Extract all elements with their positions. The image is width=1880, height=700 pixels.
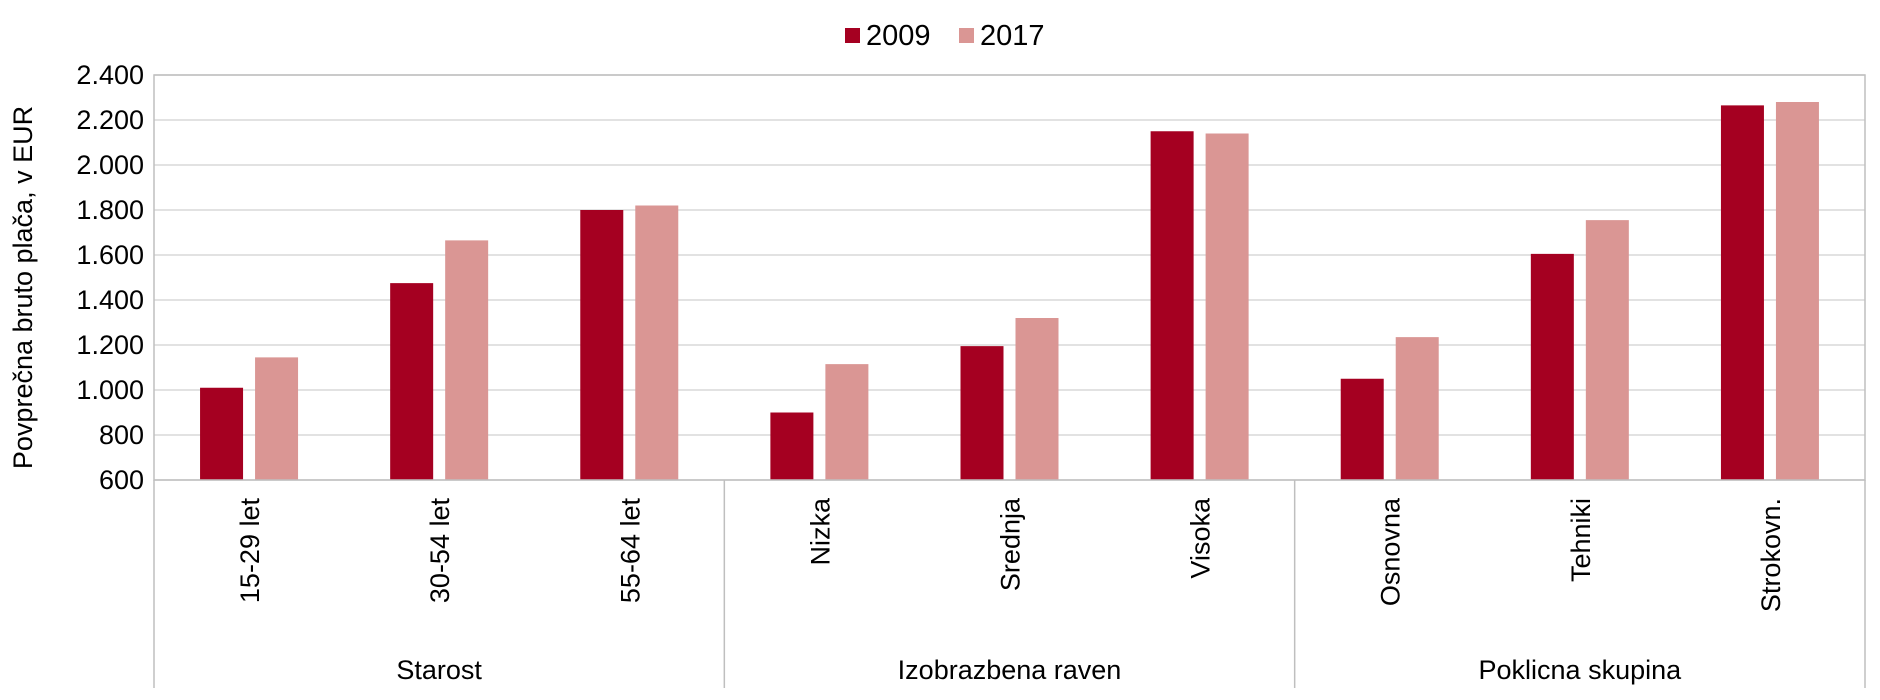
group-label: Starost bbox=[396, 655, 482, 685]
x-tick-label: Strokovn. bbox=[1756, 498, 1786, 612]
bar-2009-8 bbox=[1530, 253, 1574, 480]
bar-2017-9 bbox=[1775, 102, 1819, 480]
bars bbox=[200, 102, 1819, 480]
y-tick-labels: 600 800 1.000 1.200 1.400 1.600 1.800 2.000 2.20… bbox=[76, 60, 144, 495]
y-tick-label: 2.000 bbox=[76, 150, 144, 180]
bar-2009-4 bbox=[770, 412, 814, 480]
bar-2009-3 bbox=[580, 210, 624, 480]
x-tick-label: 55-64 let bbox=[615, 498, 645, 604]
x-tick-label: 15-29 let bbox=[235, 498, 265, 604]
bar-2017-2 bbox=[445, 240, 489, 480]
x-tick-labels: 15-29 let 30-54 let 55-64 let Nizka Srednja V… bbox=[235, 497, 1786, 612]
x-tick-label: Visoka bbox=[1186, 497, 1216, 579]
bar-2017-7 bbox=[1395, 337, 1439, 480]
y-axis-label: Povprečna bruto plača, v EUR bbox=[8, 106, 38, 469]
bar-2017-6 bbox=[1205, 133, 1249, 480]
bar-2017-3 bbox=[635, 205, 679, 480]
bar-2009-6 bbox=[1150, 131, 1194, 480]
y-tick-label: 1.800 bbox=[76, 195, 144, 225]
bar-2017-1 bbox=[255, 357, 299, 480]
bar-2009-7 bbox=[1340, 378, 1384, 480]
y-tick-label: 2.200 bbox=[76, 105, 144, 135]
group-labels: Starost Izobrazbena raven Poklicna skupina bbox=[396, 655, 1682, 685]
bar-2017-4 bbox=[825, 364, 869, 480]
axes bbox=[153, 74, 1866, 688]
x-tick-label: Nizka bbox=[805, 497, 835, 565]
x-tick-label: Tehniki bbox=[1566, 498, 1596, 582]
group-label: Izobrazbena raven bbox=[898, 655, 1122, 685]
legend-swatch-2017 bbox=[959, 28, 974, 43]
legend-label-2009: 2009 bbox=[866, 20, 931, 52]
bar-2009-5 bbox=[960, 346, 1004, 480]
y-tick-label: 1.400 bbox=[76, 285, 144, 315]
y-tick-label: 600 bbox=[99, 465, 144, 495]
y-tick-label: 2.400 bbox=[76, 60, 144, 90]
plot-frame bbox=[153, 74, 1866, 481]
legend: 2009 2017 bbox=[845, 20, 1045, 52]
y-tick-label: 1.200 bbox=[76, 330, 144, 360]
y-tick-label: 1.600 bbox=[76, 240, 144, 270]
x-tick-label: 30-54 let bbox=[425, 498, 455, 604]
x-tick-label: Srednja bbox=[996, 497, 1026, 591]
bar-2009-2 bbox=[390, 283, 434, 480]
legend-label-2017: 2017 bbox=[980, 20, 1045, 52]
bar-2009-1 bbox=[200, 387, 244, 480]
legend-swatch-2009 bbox=[845, 28, 860, 43]
bar-2017-8 bbox=[1585, 220, 1629, 480]
y-tick-label: 800 bbox=[99, 420, 144, 450]
x-tick-label: Osnovna bbox=[1376, 497, 1406, 606]
group-label: Poklicna skupina bbox=[1479, 655, 1683, 685]
bar-2009-9 bbox=[1720, 105, 1764, 480]
bar-2017-5 bbox=[1015, 318, 1059, 480]
y-tick-label: 1.000 bbox=[76, 375, 144, 405]
